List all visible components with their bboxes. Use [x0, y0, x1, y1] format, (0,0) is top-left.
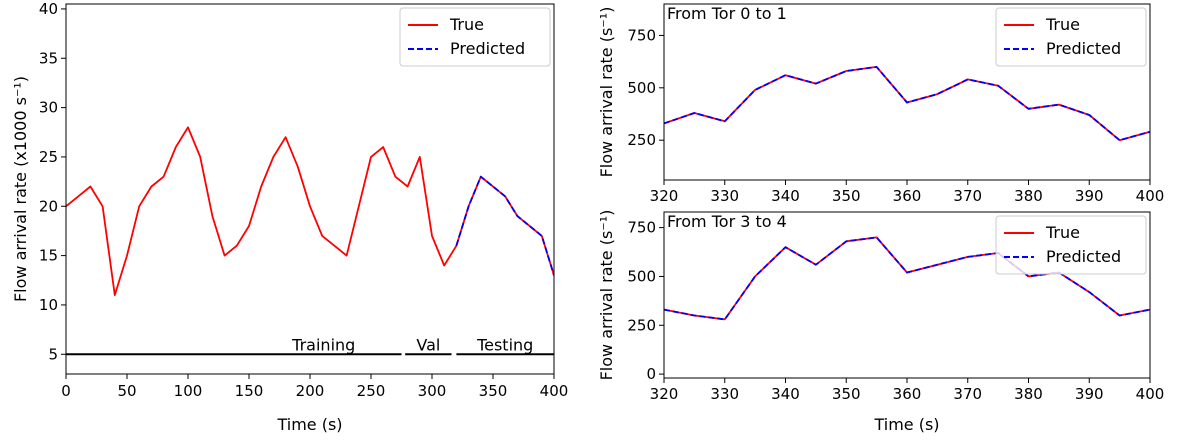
y-tick-label: 5: [48, 345, 58, 363]
segment-label: Training: [291, 335, 355, 354]
y-tick-label: 750: [627, 219, 656, 237]
x-tick-label: 150: [235, 382, 264, 400]
y-ticks: 5 10 15 20 25 30 35 40: [39, 0, 66, 363]
series-line-predicted: [664, 66, 1150, 142]
x-tick-label: 200: [296, 382, 325, 400]
segment-label: Testing: [476, 335, 533, 354]
y-ticks: 0 250 500 750: [627, 219, 664, 383]
x-tick-label: 360: [893, 187, 922, 205]
x-tick-label: 380: [1014, 187, 1043, 205]
y-tick-label: 500: [627, 79, 656, 97]
x-tick-label: 350: [832, 385, 861, 403]
chart-bottom-right-panel: 320 330 340 350 360 370 380 390 400 0 250 500 750 F…: [597, 210, 1164, 434]
y-tick-label: 250: [627, 316, 656, 334]
x-tick-label: 370: [953, 385, 982, 403]
y-axis-label: Flow arrival rate (s⁻¹): [597, 210, 616, 381]
x-tick-label: 320: [650, 187, 679, 205]
y-tick-label: 250: [627, 131, 656, 149]
y-axis-label: Flow arrival rate (x1000 s⁻¹): [11, 76, 30, 302]
series-line-predicted: [455, 175, 554, 276]
legend-label: True: [449, 15, 484, 34]
x-tick-label: 370: [953, 187, 982, 205]
x-tick-label: 390: [1075, 385, 1104, 403]
legend-label: True: [1045, 223, 1080, 242]
series-line-true: [664, 66, 1150, 142]
x-ticks: 0 50 100 150 200 250 300 350 400: [61, 374, 568, 400]
legend: True Predicted: [995, 215, 1147, 275]
x-tick-label: 340: [771, 187, 800, 205]
x-tick-label: 250: [357, 382, 386, 400]
legend: True Predicted: [399, 7, 551, 67]
data-split-markers: Training Val Testing: [66, 335, 554, 356]
x-tick-label: 300: [418, 382, 447, 400]
x-tick-label: 360: [893, 385, 922, 403]
series-line-true: [66, 126, 554, 297]
x-tick-label: 350: [479, 382, 508, 400]
x-tick-label: 380: [1014, 385, 1043, 403]
panel-annotation: From Tor 0 to 1: [667, 4, 787, 23]
y-tick-label: 0: [646, 365, 656, 383]
y-tick-label: 10: [39, 296, 58, 314]
y-tick-label: 35: [39, 49, 58, 67]
x-tick-label: 340: [771, 385, 800, 403]
y-tick-label: 500: [627, 267, 656, 285]
x-tick-label: 390: [1075, 187, 1104, 205]
x-tick-label: 400: [1136, 187, 1165, 205]
x-tick-label: 330: [710, 385, 739, 403]
y-tick-label: 15: [39, 247, 58, 265]
y-tick-label: 40: [39, 0, 58, 18]
chart-top-right-panel: 320 330 340 350 360 370 380 390 400 250 500 750 Fr…: [597, 3, 1165, 205]
legend-label: Predicted: [1046, 247, 1121, 266]
legend-label: Predicted: [1046, 39, 1121, 58]
plot-area: [66, 126, 554, 297]
x-tick-label: 50: [117, 382, 136, 400]
y-tick-label: 25: [39, 148, 58, 166]
legend-box: [995, 7, 1147, 67]
x-tick-label: 100: [174, 382, 203, 400]
x-axis-label: Time (s): [873, 415, 939, 434]
x-tick-label: 400: [1136, 385, 1165, 403]
x-tick-label: 400: [540, 382, 569, 400]
y-tick-label: 30: [39, 99, 58, 117]
x-tick-label: 330: [710, 187, 739, 205]
y-tick-label: 20: [39, 197, 58, 215]
x-ticks: 320 330 340 350 360 370 380 390 400: [650, 378, 1165, 403]
chart-left-panel: 0 50 100 150 200 250 300 350 400 5 10 15 20 25 30 35 40…: [11, 0, 568, 434]
x-tick-label: 0: [61, 382, 71, 400]
series-line-predicted: [664, 236, 1150, 321]
x-ticks: 320 330 340 350 360 370 380 390 400: [650, 180, 1165, 205]
plot-area: [664, 66, 1150, 142]
legend: True Predicted: [995, 7, 1147, 67]
y-axis-label: Flow arrival rate (s⁻¹): [597, 7, 616, 178]
legend-label: Predicted: [450, 39, 525, 58]
segment-label: Val: [416, 335, 440, 354]
x-tick-label: 350: [832, 187, 861, 205]
x-tick-label: 320: [650, 385, 679, 403]
y-tick-label: 750: [627, 26, 656, 44]
plot-area: [664, 236, 1150, 321]
legend-label: True: [1045, 15, 1080, 34]
legend-box: [399, 7, 551, 67]
panel-annotation: From Tor 3 to 4: [667, 212, 787, 231]
legend-box: [995, 215, 1147, 275]
x-axis-label: Time (s): [276, 415, 342, 434]
y-ticks: 250 500 750: [627, 26, 664, 149]
